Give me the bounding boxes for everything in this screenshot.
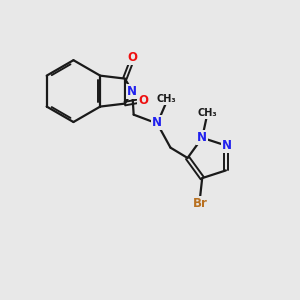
Text: O: O bbox=[127, 51, 137, 64]
Text: Br: Br bbox=[193, 197, 208, 210]
Text: O: O bbox=[138, 94, 148, 107]
Text: N: N bbox=[196, 131, 207, 144]
Text: N: N bbox=[221, 139, 232, 152]
Text: N: N bbox=[127, 85, 137, 98]
Text: N: N bbox=[152, 116, 162, 129]
Text: CH₃: CH₃ bbox=[197, 108, 217, 118]
Text: CH₃: CH₃ bbox=[157, 94, 176, 104]
